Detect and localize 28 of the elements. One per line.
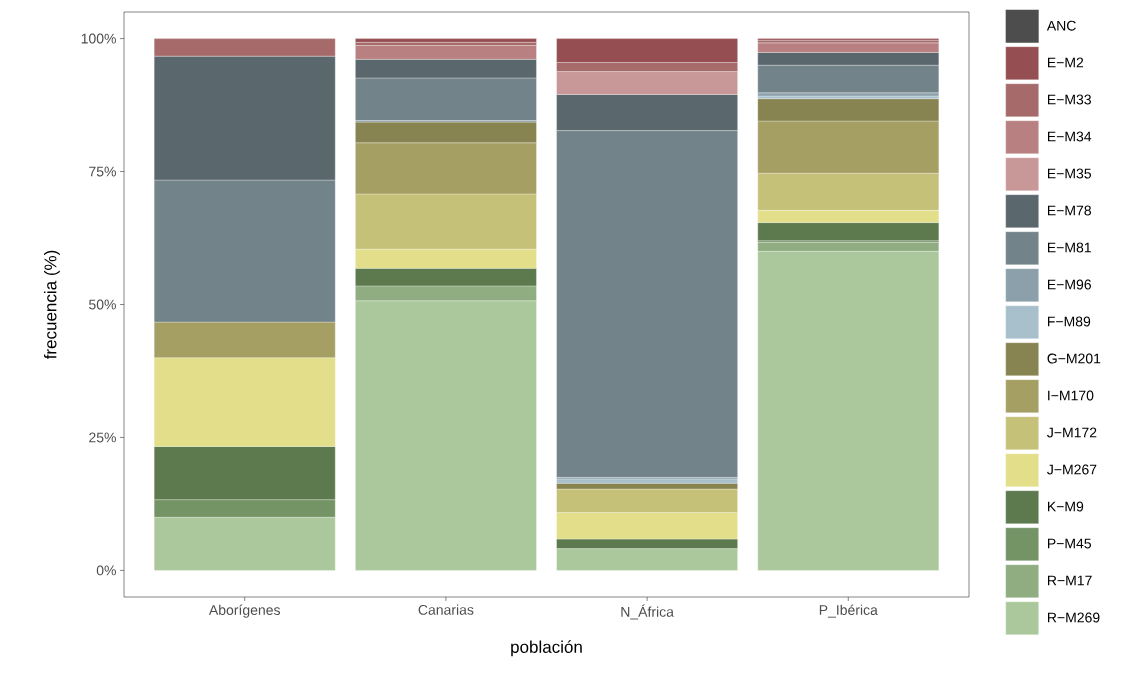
y-tick-label: 0% xyxy=(96,565,116,576)
legend-label: R−M17 xyxy=(1048,575,1092,586)
legend-label: P−M45 xyxy=(1048,538,1091,549)
x-tick-label: P_Ibérica xyxy=(819,604,878,618)
legend-label: K−M9 xyxy=(1048,501,1084,512)
legend-label: E−M34 xyxy=(1048,131,1092,142)
legend-label: E−M2 xyxy=(1048,57,1084,68)
x-tick-label: N_África xyxy=(621,604,674,620)
legend-label: I−M170 xyxy=(1048,390,1094,401)
x-axis-title: población xyxy=(511,640,582,657)
legend-label: E−M33 xyxy=(1048,94,1091,105)
y-tick-label: 50% xyxy=(89,299,116,310)
legend-label: G−M201 xyxy=(1047,353,1101,364)
y-tick-label: 100% xyxy=(81,33,116,44)
legend-label: F−M89 xyxy=(1048,316,1091,327)
x-tick-label: Aborígenes xyxy=(208,604,281,618)
legend-label: E−M78 xyxy=(1048,205,1091,216)
legend-label: E−M96 xyxy=(1048,279,1091,290)
y-tick-label: 25% xyxy=(89,432,116,443)
legend-label: E−M81 xyxy=(1048,242,1091,253)
y-tick-label: 75% xyxy=(89,166,116,177)
y-axis-title: frecuencia (%) xyxy=(44,250,60,360)
legend-label: E−M35 xyxy=(1048,168,1091,179)
x-tick-label: Canarias xyxy=(418,604,474,615)
legend-label: ANC xyxy=(1046,20,1076,31)
legend-label: R−M269 xyxy=(1048,612,1100,623)
legend-label: J−M267 xyxy=(1047,464,1097,475)
legend-label: J−M172 xyxy=(1047,427,1097,438)
